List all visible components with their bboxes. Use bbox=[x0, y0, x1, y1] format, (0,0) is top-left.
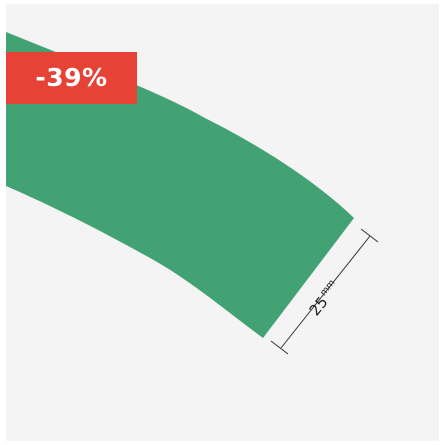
discount-badge-text: -39% bbox=[35, 63, 108, 92]
discount-badge: -39% bbox=[6, 52, 137, 104]
dimension-tick-bottom bbox=[270, 340, 289, 355]
dimension-line bbox=[280, 235, 371, 349]
dimension-label: 25 mm bbox=[306, 278, 338, 319]
dimension-tick-top bbox=[360, 228, 379, 243]
dimension-value: 25 bbox=[306, 293, 332, 319]
width-dimension-marker bbox=[270, 228, 379, 355]
green-strip bbox=[6, 32, 354, 338]
